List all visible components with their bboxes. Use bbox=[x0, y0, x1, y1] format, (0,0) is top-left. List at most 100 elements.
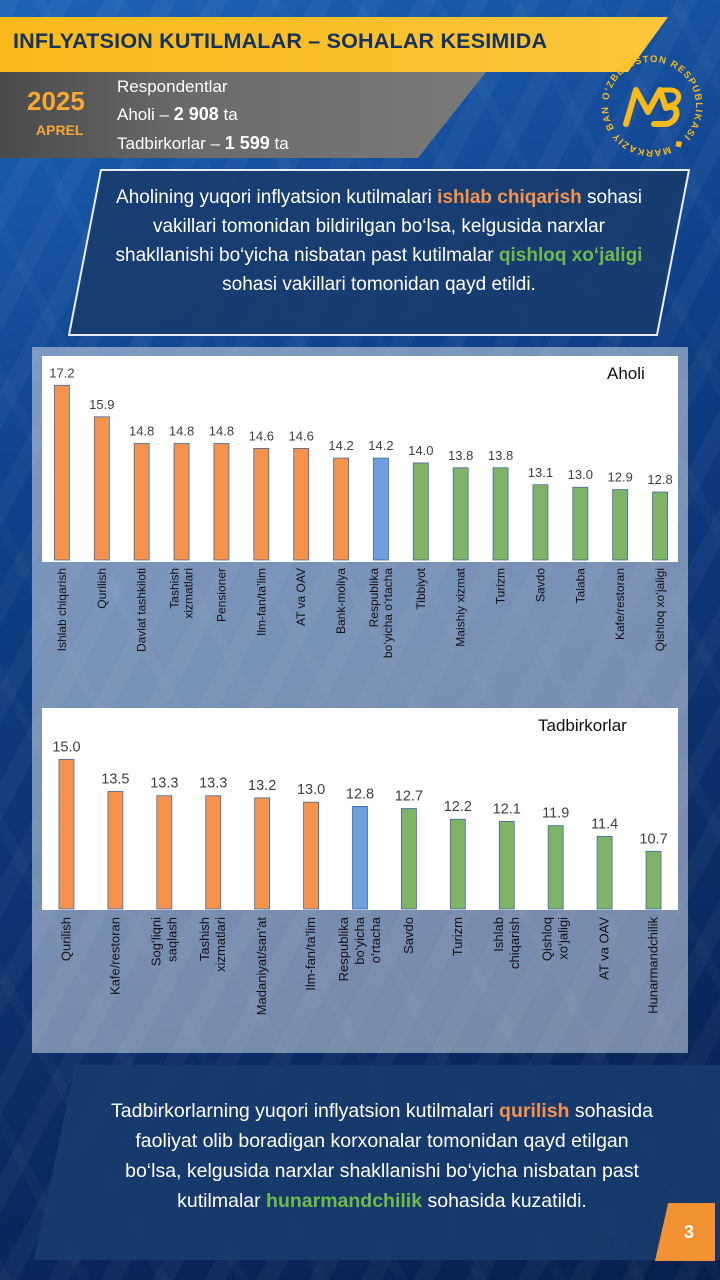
highlight-qurilish: qurilish bbox=[499, 1100, 570, 1122]
highlight-ishlab-chiqarish: ishlab chiqarish bbox=[437, 187, 582, 208]
bar-bank-moliya bbox=[333, 457, 349, 561]
category-label-qishloq-xo-jaligi: Qishloqxo‘jaligi bbox=[540, 917, 571, 961]
bar-talaba bbox=[572, 486, 589, 561]
value-label-at-va-oav: 14.6 bbox=[289, 428, 314, 443]
category-label-at-va-oav: AT va OAV bbox=[294, 568, 308, 626]
category-label-kafe-restoran: Kafe/restoran bbox=[107, 917, 122, 995]
category-label-savdo: Savdo bbox=[401, 917, 416, 954]
callout-bottom-text: Tadbirkorlarning yuqori inflyatsion kuti… bbox=[111, 1100, 653, 1212]
value-label-tibbiyot: 14.0 bbox=[408, 443, 433, 458]
category-label-respublika-bo-yicha-o-rtacha: Respublikabo‘yicha o‘rtacha bbox=[367, 568, 395, 658]
bar-at-va-oav bbox=[596, 835, 613, 910]
bar-tibbiyot bbox=[412, 462, 429, 561]
category-label-talaba: Talaba bbox=[573, 568, 587, 604]
value-label-kafe-restoran: 13.5 bbox=[101, 771, 129, 787]
bar-tashish-xizmatlari bbox=[205, 795, 222, 910]
bar-respublika-bo-yicha-o-rtacha bbox=[373, 457, 389, 561]
category-label-sog-liqni-saqlash: Sog‘liqnisaqlash bbox=[148, 917, 179, 966]
bar-respublika-bo-yicha-o-rtacha bbox=[352, 806, 368, 910]
category-label-respublika-bo-yicha-o-rtacha: Respublikabo‘yichao‘rtacha bbox=[336, 916, 383, 981]
category-label-turizm: Turizm bbox=[494, 568, 508, 604]
tadbirkor-respondents: Tadbirkorlar – 1 599 ta bbox=[117, 133, 289, 153]
bar-turizm bbox=[449, 818, 466, 910]
value-label-savdo: 13.1 bbox=[528, 465, 553, 480]
value-label-tashish-xizmatlari: 14.8 bbox=[169, 424, 194, 439]
value-label-talaba: 13.0 bbox=[568, 467, 593, 482]
category-label-tibbiyot: Tibbiyot bbox=[414, 567, 428, 609]
bar-ishlab-chiqarish bbox=[54, 384, 70, 561]
category-label-turizm: Turizm bbox=[450, 917, 465, 956]
bar-kafe-restoran bbox=[612, 489, 629, 561]
bar-sog-liqni-saqlash bbox=[156, 795, 173, 910]
value-label-bank-moliya: 14.2 bbox=[328, 438, 353, 453]
respondents-label: Respondentlar bbox=[117, 77, 228, 96]
bar-hunarmandchilik bbox=[645, 850, 662, 910]
survey-month: APREL bbox=[36, 122, 84, 138]
category-label-ishlab-chiqarish: Ishlabchiqarish bbox=[491, 917, 522, 969]
value-label-tashish-xizmatlari: 13.3 bbox=[199, 776, 227, 792]
value-label-respublika-bo-yicha-o-rtacha: 14.2 bbox=[368, 438, 393, 453]
bar-ilm-fan-ta-lim bbox=[303, 801, 319, 910]
chart-aholi-title: Aholi bbox=[607, 364, 645, 383]
bar-ishlab-chiqarish bbox=[498, 820, 515, 910]
category-label-ilm-fan-ta-lim: Ilm-fan/ta’lim bbox=[303, 917, 318, 991]
value-label-savdo: 12.7 bbox=[395, 789, 423, 805]
category-label-qishloq-xo-jaligi: Qishloq xo‘jaligi bbox=[653, 568, 667, 651]
bar-kafe-restoran bbox=[107, 791, 124, 910]
value-label-qishloq-xo-jaligi: 11.9 bbox=[542, 806, 569, 822]
value-label-ishlab-chiqarish: 17.2 bbox=[49, 365, 74, 380]
value-label-sog-liqni-saqlash: 13.3 bbox=[150, 776, 178, 792]
highlight-hunarmandchilik: hunarmandchilik bbox=[266, 1190, 423, 1212]
bar-qurilish bbox=[58, 759, 75, 910]
bar-qishloq-xo-jaligi bbox=[652, 491, 668, 561]
bar-pensioner bbox=[213, 443, 230, 561]
category-label-tashish-xizmatlari: Tashishxizmatlari bbox=[168, 568, 196, 619]
category-label-tashish-xizmatlari: Tashishxizmatlari bbox=[197, 917, 228, 972]
category-label-at-va-oav: AT va OAV bbox=[597, 917, 612, 980]
value-label-turizm: 13.8 bbox=[488, 448, 513, 463]
category-label-maishiy-xizmat: Maishiy xizmat bbox=[454, 567, 468, 646]
bar-madaniyat-san-at bbox=[254, 797, 271, 910]
value-label-pensioner: 14.8 bbox=[209, 424, 234, 439]
callout-bottom-frame bbox=[34, 1065, 720, 1260]
bar-tashish-xizmatlari bbox=[173, 443, 190, 561]
aholi-respondents: Aholi – 2 908 ta bbox=[117, 104, 238, 124]
tadbirkor-count: 1 599 bbox=[224, 133, 270, 153]
value-label-ishlab-chiqarish: 12.1 bbox=[493, 801, 521, 817]
category-label-davlat-tashkiloti: Davlat tashkiloti bbox=[135, 568, 149, 652]
value-label-at-va-oav: 11.4 bbox=[591, 816, 618, 832]
chart-tadbirkor-title: Tadbirkorlar bbox=[538, 716, 627, 735]
value-label-hunarmandchilik: 10.7 bbox=[639, 831, 667, 847]
callout-top-text: Aholining yuqori inflyatsion kutilmalari… bbox=[115, 187, 643, 295]
bar-at-va-oav bbox=[293, 447, 310, 561]
category-label-madaniyat-san-at: Madaniyat/san’at bbox=[254, 917, 269, 1016]
bar-savdo bbox=[532, 484, 549, 561]
value-label-turizm: 12.2 bbox=[444, 799, 472, 815]
survey-year: 2025 bbox=[27, 86, 85, 116]
value-label-qurilish: 15.9 bbox=[89, 397, 114, 412]
bar-davlat-tashkiloti bbox=[133, 443, 150, 561]
title-banner bbox=[0, 17, 668, 72]
category-label-ishlab-chiqarish: Ishlab chiqarish bbox=[55, 568, 69, 651]
category-label-bank-moliya: Bank-moliya bbox=[334, 568, 348, 634]
callout-top-frame bbox=[68, 169, 690, 336]
value-label-ilm-fan-ta-lim: 13.0 bbox=[297, 782, 325, 798]
page-title: INFLYATSION KUTILMALAR – SOHALAR KESIMID… bbox=[13, 29, 548, 53]
category-label-savdo: Savdo bbox=[533, 568, 547, 602]
value-label-qishloq-xo-jaligi: 12.8 bbox=[647, 472, 672, 487]
value-label-davlat-tashkiloti: 14.8 bbox=[129, 424, 154, 439]
category-label-pensioner: Pensioner bbox=[214, 568, 228, 622]
bar-qishloq-xo-jaligi bbox=[547, 825, 564, 910]
respondents-banner bbox=[0, 72, 486, 158]
category-label-hunarmandchilik: Hunarmandchilik bbox=[646, 917, 661, 1014]
value-label-respublika-bo-yicha-o-rtacha: 12.8 bbox=[346, 786, 374, 802]
value-label-kafe-restoran: 12.9 bbox=[608, 470, 633, 485]
highlight-qishloq-xojaligi: qishloq xo‘jaligi bbox=[498, 245, 643, 266]
bar-maishiy-xizmat bbox=[452, 467, 469, 561]
category-label-qurilish: Qurilish bbox=[58, 917, 73, 961]
category-label-qurilish: Qurilish bbox=[95, 568, 109, 609]
category-label-kafe-restoran: Kafe/restoran bbox=[613, 568, 627, 640]
bar-turizm bbox=[492, 467, 509, 561]
